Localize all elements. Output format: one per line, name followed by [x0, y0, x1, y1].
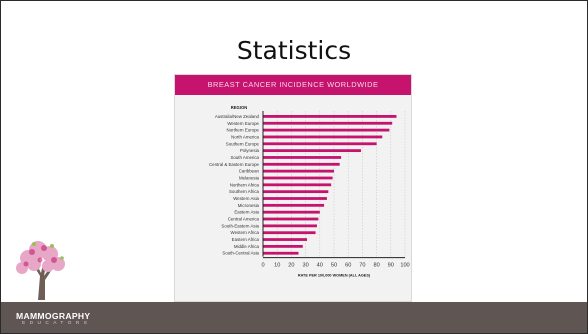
x-tick-label: 0	[261, 263, 264, 269]
bar	[263, 135, 383, 139]
footer-bar	[1, 302, 587, 333]
x-tick-label: 10	[274, 263, 280, 269]
category-label: Central & Eastern Europe	[209, 162, 260, 167]
bar	[263, 162, 340, 166]
bar	[263, 190, 329, 194]
bar	[263, 244, 303, 248]
bar	[263, 231, 316, 235]
x-tick-label: 70	[359, 263, 365, 269]
category-label: Micronesia	[238, 203, 260, 208]
bar	[263, 121, 393, 125]
bar	[263, 169, 334, 173]
category-label: Central America	[228, 217, 260, 222]
bar	[263, 149, 361, 153]
category-label: Western Africa	[231, 230, 260, 235]
bar	[263, 251, 299, 255]
x-axis-label: RATE PER 100,000 WOMEN (ALL AGES)	[298, 274, 371, 278]
bar	[263, 224, 317, 228]
category-label: Caribbean	[239, 169, 260, 174]
bar	[263, 197, 327, 200]
category-header: REGION	[231, 105, 248, 110]
category-label: Eastern Asia	[234, 210, 259, 215]
x-tick-label: 100	[400, 263, 409, 269]
category-label: Australia/New Zealand	[215, 114, 260, 119]
category-label: North America	[231, 134, 259, 139]
x-tick-label: 60	[345, 263, 351, 269]
bar	[263, 183, 332, 187]
x-tick-label: 20	[288, 263, 294, 269]
bar	[263, 156, 342, 159]
chart-body: REGION Australia/New Zealand Western Europ…	[175, 95, 411, 301]
bar	[263, 203, 325, 207]
x-tick-label: 80	[373, 263, 379, 269]
bar	[263, 210, 320, 214]
tree-logo-icon	[16, 241, 65, 300]
bar-chart: REGION Australia/New Zealand Western Europ…	[209, 105, 410, 278]
category-label: Southern Europe	[226, 141, 260, 146]
chart-card: BREAST CANCER INCIDENCE WORLDWIDE REGION…	[174, 74, 412, 302]
x-tick-label: 90	[388, 263, 394, 269]
category-label: Middle Africa	[234, 244, 260, 249]
x-tick-label: 30	[302, 263, 308, 269]
category-label: Southern Africa	[229, 189, 260, 194]
chart-title: BREAST CANCER INCIDENCE WORLDWIDE	[175, 75, 411, 95]
category-label: Northern Africa	[230, 182, 260, 187]
brand-name: MAMMOGRAPHY	[16, 311, 91, 321]
bar	[263, 176, 333, 180]
bar	[263, 238, 308, 241]
category-label: Western Europe	[227, 121, 259, 126]
category-label: South-Central Asia	[222, 251, 259, 256]
slide-title: Statistics	[236, 36, 352, 65]
category-label: South-Eastern Asia	[221, 223, 259, 228]
category-label: South America	[230, 155, 259, 160]
x-tick-label: 40	[317, 263, 323, 269]
bar	[263, 115, 397, 118]
brand-subtitle: EDUCATORS	[22, 321, 92, 326]
x-tick-label: 50	[331, 263, 337, 269]
category-label: Polynesia	[240, 148, 260, 153]
bar	[263, 128, 390, 132]
bar	[263, 142, 377, 146]
category-label: Western Asia	[233, 196, 259, 201]
category-label: Eastern Africa	[232, 237, 260, 242]
category-label: Melanesia	[239, 175, 260, 180]
bar	[263, 217, 319, 221]
category-label: Northern Europe	[227, 128, 260, 133]
